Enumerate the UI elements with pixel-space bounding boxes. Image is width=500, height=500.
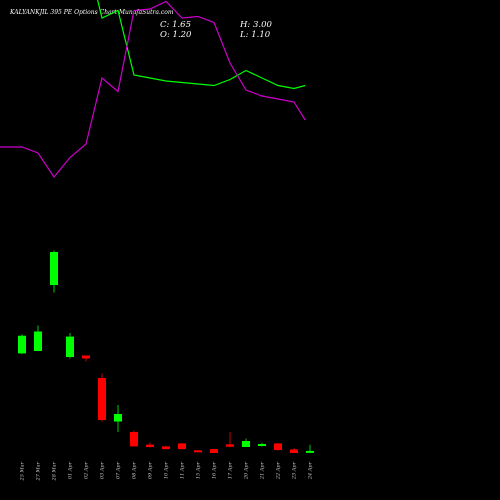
candle-body	[178, 443, 186, 450]
x-axis-ticks: 25 Mar 27 Mar 28 Mar 01 Apr 02 Apr 03 Apr 07 A…	[20, 461, 314, 481]
candle-body	[34, 331, 42, 351]
candle-9	[146, 442, 154, 448]
high-value: H: 3.00	[239, 20, 272, 30]
x-tick-label: 21 Apr	[260, 461, 266, 480]
candle-18	[290, 448, 298, 453]
candle-body	[50, 252, 58, 285]
x-tick-label: 20 Apr	[244, 461, 250, 480]
x-tick-label: 17 Apr	[228, 461, 234, 479]
indicator-line-2	[0, 0, 306, 179]
x-tick-label: 11 Apr	[180, 461, 186, 479]
candle-10	[162, 445, 170, 450]
x-tick-label: 22 Apr	[276, 461, 282, 480]
candle-body	[306, 450, 314, 453]
candlesticks	[18, 250, 314, 453]
x-tick-label: 07 Apr	[116, 461, 122, 479]
candle-body	[66, 336, 74, 357]
candle-body	[114, 414, 122, 422]
candle-12	[194, 450, 202, 453]
candle-13	[210, 449, 218, 453]
x-tick-label: 02 Apr	[84, 461, 90, 479]
candle-8	[130, 430, 138, 447]
x-tick-label: 23 Apr	[292, 461, 298, 480]
candle-4	[66, 333, 74, 359]
x-tick-label: 25 Mar	[20, 461, 26, 481]
candle-body	[274, 443, 282, 450]
x-tick-label: 15 Apr	[196, 461, 202, 479]
candle-body	[242, 441, 250, 447]
x-tick-label: 24 Apr	[308, 461, 314, 480]
x-tick-label: 01 Apr	[68, 461, 74, 479]
candle-7	[114, 405, 122, 432]
candle-body	[162, 446, 170, 450]
candle-1	[18, 334, 26, 354]
x-tick-label: 09 Apr	[148, 461, 154, 479]
low-value: L: 1.10	[239, 30, 271, 40]
candle-3	[50, 250, 58, 293]
candle-body	[258, 444, 266, 446]
candle-11	[178, 443, 186, 450]
candle-body	[98, 378, 106, 420]
candle-6	[98, 373, 106, 422]
candle-body	[194, 450, 202, 453]
candle-body	[226, 444, 234, 447]
x-tick-label: 16 Apr	[212, 461, 218, 479]
candle-2	[34, 325, 42, 351]
candle-body	[290, 449, 298, 453]
candle-body	[82, 355, 90, 359]
candle-body	[210, 449, 218, 453]
candle-14	[226, 432, 234, 448]
candle-19	[306, 444, 314, 453]
candle-body	[18, 335, 26, 354]
candle-15	[242, 438, 250, 447]
indicator-lines	[0, 0, 306, 179]
candle-5	[82, 355, 90, 362]
chart-title: KALYANKJIL 395 PE Options Chart MunafaSu…	[9, 9, 174, 16]
indicator-line-1	[97, 0, 306, 90]
x-tick-label: 27 Mar	[36, 461, 42, 481]
x-tick-label: 08 Apr	[132, 461, 138, 479]
close-value: C: 1.65	[160, 20, 191, 30]
x-tick-label: 10 Apr	[164, 461, 170, 479]
open-value: O: 1.20	[160, 30, 192, 40]
candle-body	[130, 432, 138, 447]
candle-17	[274, 443, 282, 451]
candle-16	[258, 442, 266, 447]
x-tick-label: 03 Apr	[100, 461, 106, 479]
candle-body	[146, 444, 154, 447]
x-tick-label: 28 Mar	[52, 461, 58, 481]
